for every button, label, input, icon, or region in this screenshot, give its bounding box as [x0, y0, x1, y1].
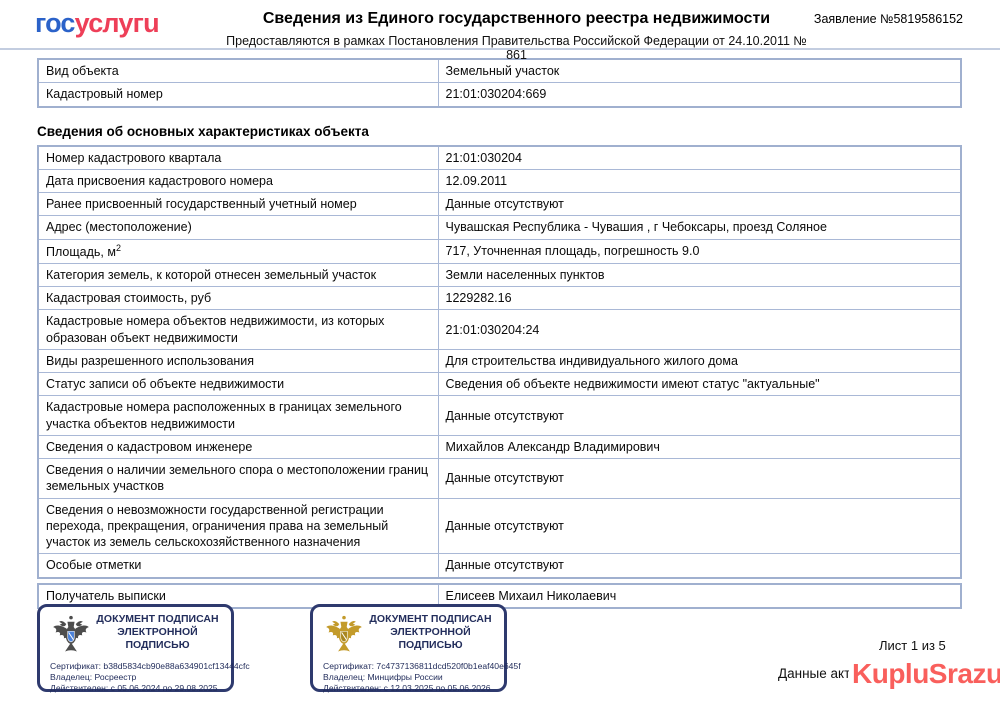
stamp-certificate: Сертификат: b38d5834cb90e88a634901cf1344…	[50, 661, 250, 671]
area-label-superscript: 2	[115, 242, 121, 253]
stamp-details: Сертификат: 7c4737136811dcd520f0b1eaf40e…	[323, 661, 521, 695]
row-value: Сведения об объекте недвижимости имеют с…	[437, 372, 962, 397]
table-row: Сведения о кадастровом инженере Михайлов…	[37, 434, 962, 460]
row-value: 1229282.16	[437, 286, 962, 311]
row-label: Дата присвоения кадастрового номера	[37, 168, 439, 194]
row-value: Данные отсутствуют	[437, 553, 962, 579]
row-value: Данные отсутствуют	[437, 497, 962, 555]
row-label: Особые отметки	[37, 553, 439, 579]
table-row: Категория земель, к которой отнесен земе…	[37, 262, 962, 288]
table-row: Ранее присвоенный государственный учетны…	[37, 191, 962, 217]
table-row: Площадь, м2 717, Уточненная площадь, пог…	[37, 238, 962, 264]
page-subtitle: Предоставляются в рамках Постановления П…	[226, 33, 807, 62]
page-title: Сведения из Единого государственного рее…	[262, 10, 771, 27]
table-row: Сведения о наличии земельного спора о ме…	[37, 458, 962, 499]
table-row: Адрес (местоположение) Чувашская Республ…	[37, 215, 962, 240]
table-row: Кадастровая стоимость, руб 1229282.16	[37, 286, 962, 311]
sheet-number: Лист 1 из 5	[879, 638, 946, 653]
object-table: Вид объекта Земельный участок Кадастровы…	[37, 58, 962, 108]
table-row: Номер кадастрового квартала 21:01:030204	[37, 145, 962, 170]
signature-stamp-mincifry: ДОКУМЕНТ ПОДПИСАН ЭЛЕКТРОННОЙ ПОДПИСЬЮ С…	[310, 604, 521, 695]
area-label: Площадь, м	[46, 244, 116, 259]
row-label: Виды разрешенного использования	[37, 348, 439, 374]
row-value: Данные отсутствуют	[437, 191, 962, 217]
row-label: Кадастровые номера объектов недвижимости…	[37, 309, 439, 350]
row-value: Елисеев Михаил Николаевич	[437, 583, 962, 609]
stamp-top-row: ДОКУМЕНТ ПОДПИСАН ЭЛЕКТРОННОЙ ПОДПИСЬЮ	[323, 612, 494, 658]
row-value: 12.09.2011	[437, 168, 962, 194]
row-label: Вид объекта	[37, 58, 439, 84]
row-label: Сведения о кадастровом инженере	[37, 434, 439, 460]
row-label: Кадастровые номера расположенных в грани…	[37, 395, 439, 436]
row-label: Площадь, м2	[37, 238, 439, 264]
table-row: Статус записи об объекте недвижимости Св…	[37, 372, 962, 397]
header-title-block: Сведения из Единого государственного рее…	[220, 9, 813, 62]
stamp-validity: Действителен: с 05.06.2024 по 29.08.2025	[50, 683, 218, 694]
table-row: Дата присвоения кадастрового номера 12.0…	[37, 168, 962, 194]
row-value: 21:01:030204:669	[437, 82, 962, 107]
row-label: Ранее присвоенный государственный учетны…	[37, 191, 439, 217]
rosreestr-double-headed-eagle-icon	[53, 615, 89, 652]
gosuslugi-logo: госуслугu	[35, 8, 220, 39]
row-value: Земельный участок	[437, 58, 962, 84]
logo-part-blue: гос	[35, 8, 75, 38]
stamp-details: Сертификат: b38d5834cb90e88a634901cf1344…	[50, 661, 250, 695]
stamp-owner: Владелец: Росреестр	[50, 672, 137, 683]
row-label: Кадастровый номер	[37, 82, 439, 107]
row-value: 21:01:030204	[437, 145, 962, 170]
row-value: Для строительства индивидуального жилого…	[437, 348, 962, 374]
table-row: Виды разрешенного использования Для стро…	[37, 348, 962, 374]
row-label: Адрес (местоположение)	[37, 215, 439, 240]
row-label: Статус записи об объекте недвижимости	[37, 372, 439, 397]
table-row: Сведения о невозможности государственной…	[37, 497, 962, 555]
application-number: Заявление №5819586152	[813, 12, 963, 26]
stamp-title: ДОКУМЕНТ ПОДПИСАН ЭЛЕКТРОННОЙ ПОДПИСЬЮ	[369, 613, 492, 652]
row-label: Сведения о наличии земельного спора о ме…	[37, 458, 439, 499]
document-header: госуслугu Сведения из Единого государств…	[0, 0, 1000, 62]
stamp-owner: Владелец: Минцифры России	[323, 672, 443, 683]
table-row: Вид объекта Земельный участок	[37, 58, 962, 84]
logo-part-red: услугu	[74, 8, 160, 38]
row-value: 21:01:030204:24	[437, 309, 962, 350]
row-value: Земли населенных пунктов	[437, 262, 962, 288]
table-row: Кадастровый номер 21:01:030204:669	[37, 82, 962, 107]
kuplusrazu-watermark: KupluSrazu.ru	[849, 658, 1000, 690]
row-value: Данные отсутствуют	[437, 458, 962, 499]
stamp-certificate: Сертификат: 7c4737136811dcd520f0b1eaf40e…	[323, 661, 521, 671]
row-label: Сведения о невозможности государственной…	[37, 497, 439, 555]
row-label: Категория земель, к которой отнесен земе…	[37, 262, 439, 288]
russia-coat-of-arms-eagle-icon	[326, 615, 362, 652]
row-value: Михайлов Александр Владимирович	[437, 434, 962, 460]
section-heading: Сведения об основных характеристиках объ…	[37, 123, 369, 139]
row-value: Данные отсутствуют	[437, 395, 962, 436]
stamp-title: ДОКУМЕНТ ПОДПИСАН ЭЛЕКТРОННОЙ ПОДПИСЬЮ	[96, 613, 219, 652]
row-label: Кадастровая стоимость, руб	[37, 286, 439, 311]
data-actual-note: Данные акт	[778, 666, 851, 681]
signature-stamp-rosreestr: ДОКУМЕНТ ПОДПИСАН ЭЛЕКТРОННОЙ ПОДПИСЬЮ С…	[37, 604, 250, 695]
main-characteristics-table: Номер кадастрового квартала 21:01:030204…	[37, 144, 962, 579]
table-row: Кадастровые номера расположенных в грани…	[37, 395, 962, 436]
row-value: Чувашская Республика - Чувашия , г Чебок…	[437, 215, 962, 240]
stamp-top-row: ДОКУМЕНТ ПОДПИСАН ЭЛЕКТРОННОЙ ПОДПИСЬЮ	[50, 612, 221, 658]
row-label: Номер кадастрового квартала	[37, 145, 439, 170]
table-row: Кадастровые номера объектов недвижимости…	[37, 309, 962, 350]
table-row: Особые отметки Данные отсутствуют	[37, 553, 962, 579]
stamp-validity: Действителен: с 12.03.2025 по 05.06.2026	[323, 683, 491, 694]
row-value: 717, Уточненная площадь, погрешность 9.0	[437, 238, 962, 264]
